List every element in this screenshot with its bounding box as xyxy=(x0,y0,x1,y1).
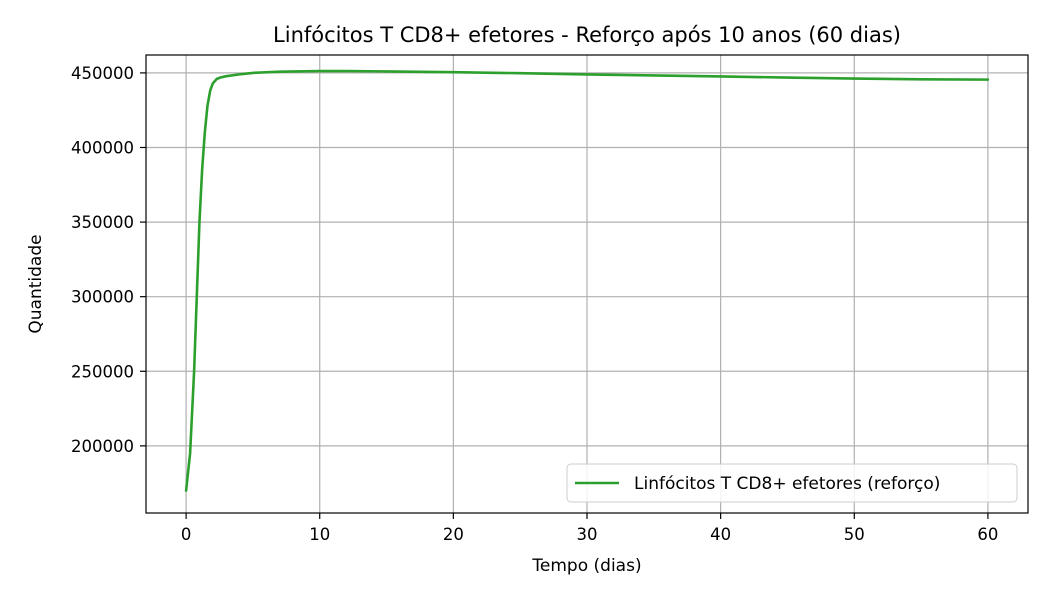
y-tick-label: 400000 xyxy=(71,138,134,157)
grid xyxy=(146,55,1028,513)
axis-ticks: 0 10 20 30 40 50 60 200000 250000 300000 350000 400… xyxy=(71,64,998,544)
series-line xyxy=(184,69,990,492)
x-tick-label: 60 xyxy=(977,525,998,544)
legend-box xyxy=(566,463,1018,503)
x-tick-label: 0 xyxy=(181,525,192,544)
series-layer xyxy=(184,69,990,492)
y-tick-label: 200000 xyxy=(71,437,134,456)
y-tick-label: 250000 xyxy=(71,362,134,381)
y-tick-label: 450000 xyxy=(71,64,134,83)
chart-title: Linfócitos T CD8+ efetores - Reforço apó… xyxy=(273,23,901,47)
y-tick-label: 350000 xyxy=(71,213,134,232)
y-tick-label: 300000 xyxy=(71,288,134,307)
x-tick-label: 40 xyxy=(710,525,731,544)
y-axis-label: Quantidade xyxy=(26,234,46,333)
x-axis-label: Tempo (dias) xyxy=(531,556,641,576)
x-tick-label: 10 xyxy=(309,525,330,544)
x-tick-label: 30 xyxy=(577,525,598,544)
x-tick-label: 20 xyxy=(443,525,464,544)
x-tick-label: 50 xyxy=(844,525,865,544)
legend-label: Linfócitos T CD8+ efetores (reforço) xyxy=(634,474,940,494)
legend: Linfócitos T CD8+ efetores (reforço) xyxy=(566,463,1018,503)
